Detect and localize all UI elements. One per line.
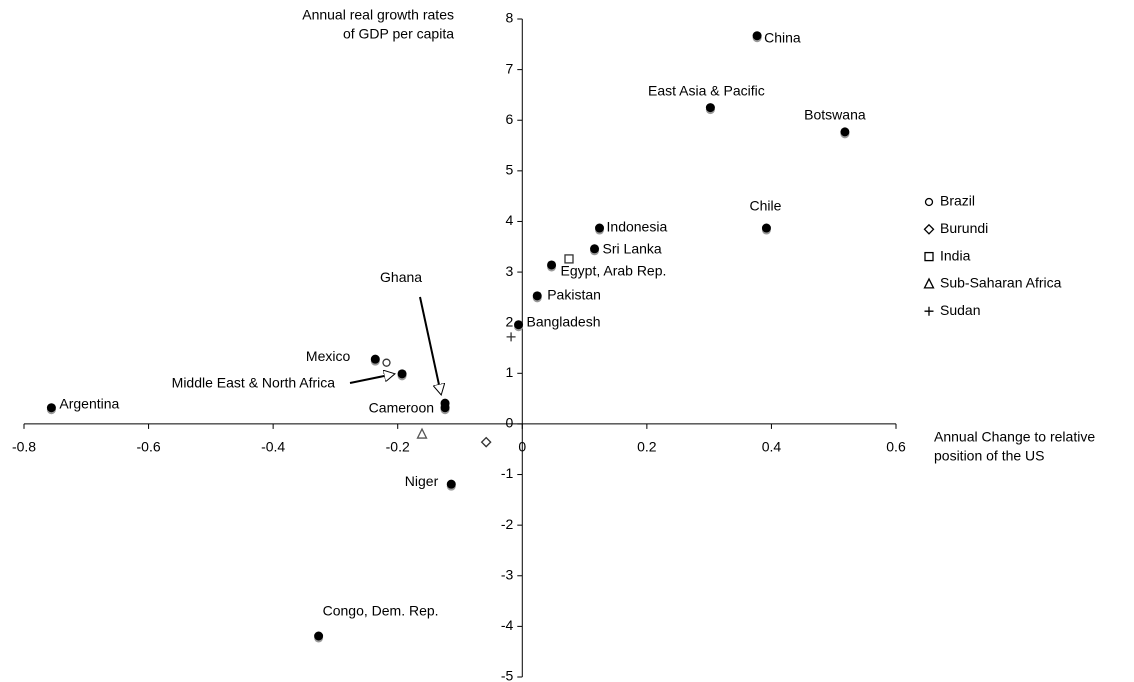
marker bbox=[506, 332, 516, 342]
x-tick-label: -0.6 bbox=[137, 439, 161, 455]
point-label: Argentina bbox=[59, 395, 119, 411]
point-label: Middle East & North Africa bbox=[172, 375, 336, 391]
point bbox=[532, 291, 542, 301]
y-tick-label: 3 bbox=[505, 263, 513, 279]
legend-label: India bbox=[940, 247, 971, 263]
point-label: China bbox=[764, 29, 801, 45]
x-tick-label: -0.4 bbox=[261, 439, 285, 455]
point bbox=[761, 223, 771, 233]
point bbox=[840, 127, 850, 137]
point-label: Ghana bbox=[380, 269, 422, 285]
y-tick-label: 4 bbox=[505, 212, 513, 228]
y-tick-label: 7 bbox=[505, 60, 513, 76]
point bbox=[446, 479, 456, 489]
point-label: Pakistan bbox=[547, 287, 601, 303]
point-label: Bangladesh bbox=[527, 313, 601, 329]
point bbox=[440, 403, 450, 413]
point-label: East Asia & Pacific bbox=[648, 82, 765, 98]
y-tick-label: -2 bbox=[501, 516, 514, 532]
y-axis-title: of GDP per capita bbox=[343, 26, 454, 42]
y-axis-title: Annual real growth rates bbox=[302, 7, 454, 23]
y-tick-label: -4 bbox=[501, 617, 514, 633]
x-tick-label: 0.4 bbox=[762, 439, 782, 455]
legend-label: Sub-Saharan Africa bbox=[940, 275, 1062, 291]
point-label: Sri Lanka bbox=[603, 240, 662, 256]
x-tick-label: 0.2 bbox=[637, 439, 657, 455]
marker bbox=[382, 358, 391, 367]
point bbox=[752, 31, 762, 41]
legend-marker bbox=[924, 306, 934, 316]
point bbox=[314, 631, 324, 641]
annotation-arrow bbox=[349, 374, 394, 384]
point-label: Cameroon bbox=[369, 399, 434, 415]
x-tick-label: -0.8 bbox=[12, 439, 36, 455]
x-tick-label: -0.2 bbox=[386, 439, 410, 455]
x-tick-label: 0 bbox=[518, 439, 526, 455]
point bbox=[46, 403, 56, 413]
marker bbox=[480, 436, 492, 448]
y-tick-label: -3 bbox=[501, 566, 514, 582]
legend-label: Burundi bbox=[940, 220, 988, 236]
point-label: Botswana bbox=[804, 107, 866, 123]
marker bbox=[416, 427, 428, 439]
legend-label: Brazil bbox=[940, 193, 975, 209]
point bbox=[514, 320, 524, 330]
legend-marker bbox=[923, 223, 935, 235]
point bbox=[590, 244, 600, 254]
legend-marker bbox=[924, 197, 934, 207]
y-tick-label: 5 bbox=[505, 162, 513, 178]
point-label: Egypt, Arab Rep. bbox=[561, 263, 667, 279]
point bbox=[595, 223, 605, 233]
point bbox=[547, 260, 557, 270]
point-label: Niger bbox=[405, 473, 439, 489]
point-label: Mexico bbox=[306, 348, 351, 364]
annotation-arrow bbox=[419, 296, 441, 394]
y-tick-label: 1 bbox=[505, 364, 513, 380]
x-axis-title: position of the US bbox=[934, 448, 1045, 464]
point bbox=[705, 103, 715, 113]
point-label: Chile bbox=[749, 198, 781, 214]
point bbox=[397, 369, 407, 379]
legend-marker bbox=[923, 277, 935, 289]
point-label: Indonesia bbox=[607, 219, 668, 235]
point-label: Congo, Dem. Rep. bbox=[323, 603, 439, 619]
y-tick-label: 8 bbox=[505, 10, 513, 26]
y-tick-label: 0 bbox=[505, 415, 513, 431]
y-tick-label: -1 bbox=[501, 465, 514, 481]
legend-marker bbox=[924, 251, 934, 262]
y-tick-label: 2 bbox=[505, 313, 513, 329]
marker bbox=[564, 254, 574, 264]
legend-label: Sudan bbox=[940, 302, 980, 318]
x-tick-label: 0.6 bbox=[886, 439, 906, 455]
y-tick-label: -5 bbox=[501, 668, 514, 682]
y-tick-label: 6 bbox=[505, 111, 513, 127]
point bbox=[370, 354, 380, 364]
x-axis-title: Annual Change to relative bbox=[934, 429, 1095, 445]
